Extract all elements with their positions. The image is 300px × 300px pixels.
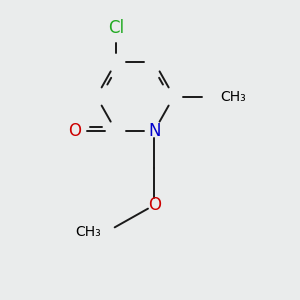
Text: O: O — [148, 196, 161, 214]
Text: O: O — [68, 122, 81, 140]
Text: CH₃: CH₃ — [220, 89, 246, 103]
Text: CH₃: CH₃ — [75, 225, 101, 239]
Text: N: N — [148, 122, 161, 140]
Text: Cl: Cl — [108, 19, 124, 37]
